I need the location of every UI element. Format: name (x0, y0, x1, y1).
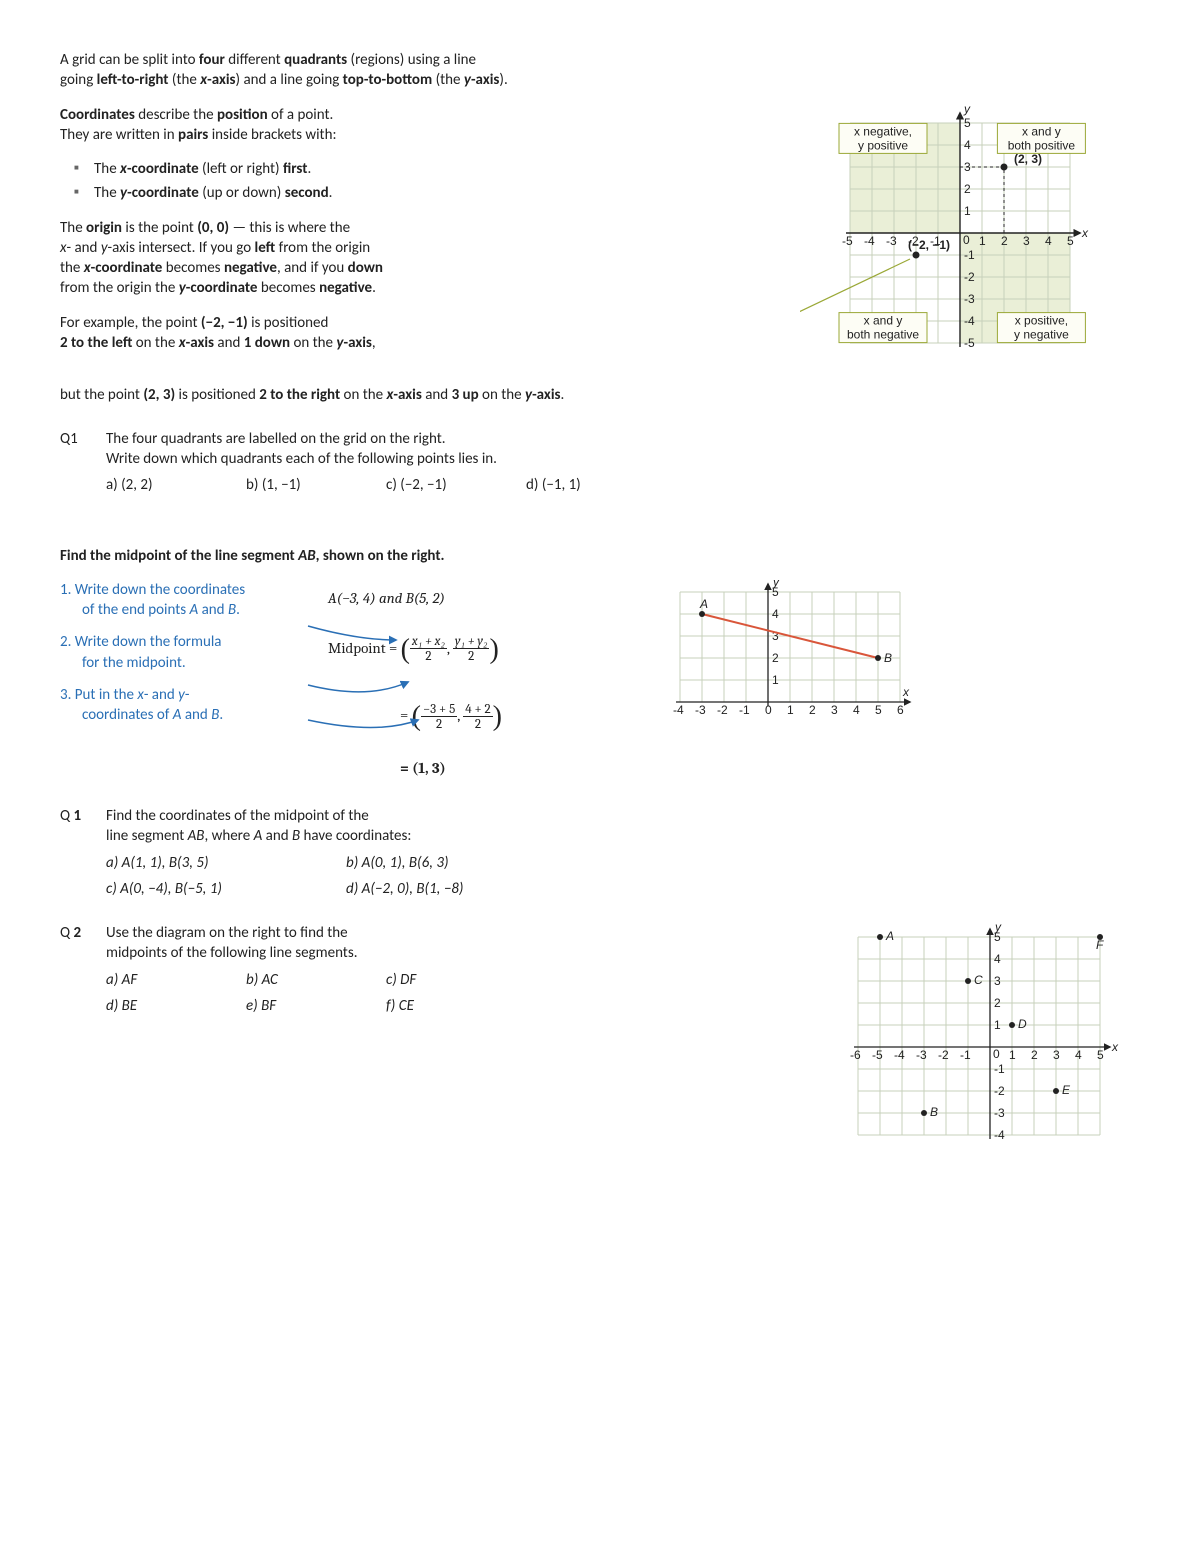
coord-bullets: The x-coordinate (left or right) first. … (60, 159, 776, 204)
svg-text:B: B (930, 1105, 938, 1119)
svg-text:-6: -6 (850, 1048, 861, 1062)
svg-text:4: 4 (853, 703, 860, 717)
svg-text:x: x (1111, 1040, 1119, 1054)
svg-text:(2, 3): (2, 3) (1014, 152, 1042, 166)
svg-text:-4: -4 (864, 234, 875, 248)
svg-text:-1: -1 (964, 248, 975, 262)
svg-text:1: 1 (772, 673, 779, 687)
svg-text:3: 3 (1023, 234, 1030, 248)
svg-text:-2: -2 (994, 1084, 1005, 1098)
svg-text:-2: -2 (938, 1048, 949, 1062)
coordinates-para: Coordinates describe the position of a p… (60, 105, 776, 146)
svg-text:A: A (885, 929, 894, 943)
svg-text:x negative,: x negative, (854, 124, 912, 138)
svg-text:-2: -2 (717, 703, 728, 717)
svg-text:both negative: both negative (847, 327, 919, 341)
svg-text:x and y: x and y (864, 313, 903, 327)
svg-text:-3: -3 (695, 703, 706, 717)
svg-text:-4: -4 (894, 1048, 905, 1062)
svg-text:-5: -5 (842, 234, 853, 248)
midpoint-math: A(−3, 4) and B(5, 2) Midpoint = (x₁ + x₂… (328, 580, 648, 786)
svg-text:x positive,: x positive, (1015, 313, 1068, 327)
q1b-number: Q 1 (60, 806, 94, 899)
svg-text:2: 2 (1031, 1048, 1038, 1062)
q2-body: Use the diagram on the right to find the… (106, 923, 816, 1016)
svg-text:-5: -5 (872, 1048, 883, 1062)
svg-text:0: 0 (765, 703, 772, 717)
midpoint-heading: Find the midpoint of the line segment AB… (60, 546, 1140, 566)
svg-text:5: 5 (994, 930, 1001, 944)
svg-text:1: 1 (964, 204, 971, 218)
example-para: For example, the point (−2, −1) is posit… (60, 313, 776, 354)
svg-text:0: 0 (963, 233, 970, 247)
svg-text:1: 1 (1009, 1048, 1016, 1062)
svg-text:1: 1 (787, 703, 794, 717)
svg-text:5: 5 (964, 116, 971, 130)
svg-text:F: F (1096, 938, 1104, 952)
q1b-body: Find the coordinates of the midpoint of … (106, 806, 1140, 899)
svg-text:3: 3 (1053, 1048, 1060, 1062)
svg-text:y positive: y positive (858, 138, 908, 152)
svg-text:x: x (1081, 226, 1089, 240)
svg-text:-3: -3 (964, 292, 975, 306)
svg-text:y negative: y negative (1014, 327, 1069, 341)
svg-text:1: 1 (994, 1018, 1001, 1032)
origin-para: The origin is the point (0, 0) — this is… (60, 218, 776, 299)
q1-body: The four quadrants are labelled on the g… (106, 429, 1140, 496)
svg-text:-2: -2 (964, 270, 975, 284)
svg-text:4: 4 (994, 952, 1001, 966)
svg-text:1: 1 (979, 234, 986, 248)
svg-text:5: 5 (772, 585, 779, 599)
svg-text:-3: -3 (994, 1106, 1005, 1120)
svg-text:-3: -3 (886, 234, 897, 248)
svg-text:-4: -4 (964, 314, 975, 328)
svg-text:-1: -1 (994, 1062, 1005, 1076)
svg-text:5: 5 (875, 703, 882, 717)
svg-text:-5: -5 (964, 336, 975, 350)
svg-text:5: 5 (1097, 1048, 1104, 1062)
example-line3: but the point (2, 3) is positioned 2 to … (60, 385, 1140, 405)
svg-text:4: 4 (772, 607, 779, 621)
svg-text:4: 4 (1075, 1048, 1082, 1062)
svg-text:both positive: both positive (1008, 138, 1076, 152)
svg-text:C: C (974, 973, 983, 987)
midpoint-diagram: xy-4-3-2-1012345612345AB (666, 580, 926, 730)
svg-text:5: 5 (1067, 234, 1074, 248)
svg-text:A: A (699, 597, 708, 611)
quadrant-grid: xy-5-4-3-2-112345-5-4-3-2-1123450(2, 3)(… (800, 105, 1140, 385)
svg-text:x and y: x and y (1022, 124, 1061, 138)
points-diagram: xy-6-5-4-3-2-1012345-4-3-2-112345ABCDEF (840, 923, 1140, 1163)
svg-text:2: 2 (772, 651, 779, 665)
svg-text:3: 3 (994, 974, 1001, 988)
svg-text:2: 2 (1001, 234, 1008, 248)
svg-text:-4: -4 (994, 1128, 1005, 1142)
svg-text:-1: -1 (960, 1048, 971, 1062)
svg-text:4: 4 (964, 138, 971, 152)
svg-text:B: B (884, 651, 892, 665)
svg-text:4: 4 (1045, 234, 1052, 248)
svg-text:3: 3 (831, 703, 838, 717)
svg-text:-3: -3 (916, 1048, 927, 1062)
svg-text:2: 2 (994, 996, 1001, 1010)
q2-number: Q 2 (60, 923, 94, 1016)
svg-text:6: 6 (897, 703, 904, 717)
svg-text:0: 0 (993, 1047, 1000, 1061)
svg-text:D: D (1018, 1017, 1027, 1031)
svg-text:2: 2 (964, 182, 971, 196)
svg-text:-4: -4 (673, 703, 684, 717)
svg-text:2: 2 (809, 703, 816, 717)
midpoint-steps: 1. Write down the coordinates of the end… (60, 580, 310, 738)
svg-text:y: y (963, 105, 971, 116)
svg-text:-1: -1 (739, 703, 750, 717)
svg-text:(−2, −1): (−2, −1) (908, 238, 950, 252)
svg-text:x: x (902, 685, 910, 699)
intro-line1: A grid can be split into four different … (60, 50, 1140, 91)
q1-number: Q1 (60, 429, 94, 496)
svg-text:E: E (1062, 1083, 1071, 1097)
